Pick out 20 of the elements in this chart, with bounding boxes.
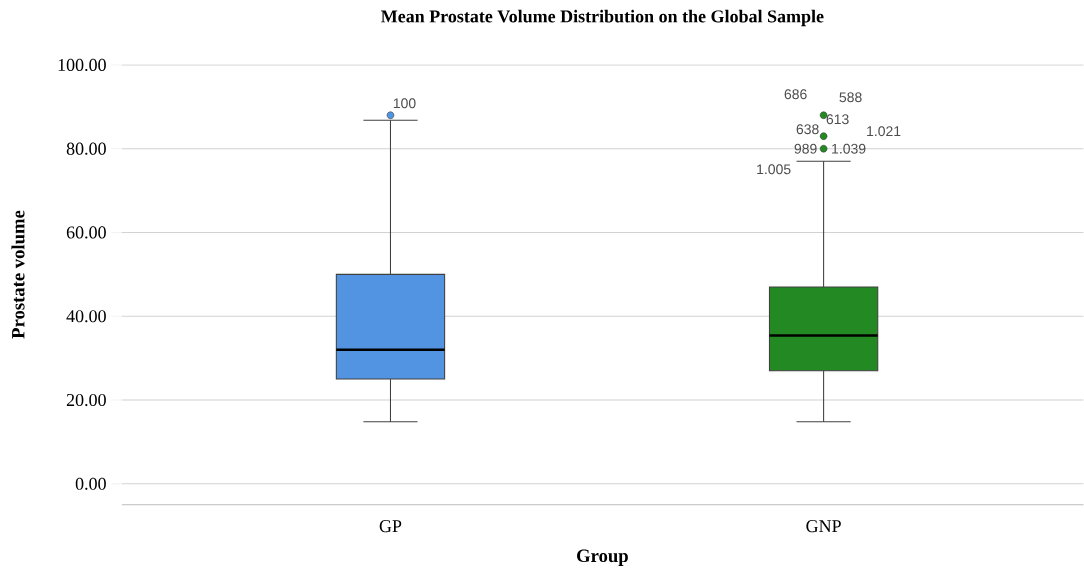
annotation: 613 xyxy=(826,114,849,125)
y-tick-label: 0.00 xyxy=(75,477,106,490)
y-tick-label: 20.00 xyxy=(66,393,106,407)
y-tick-label: 60.00 xyxy=(66,226,106,239)
y-tick-label: 40.00 xyxy=(66,310,106,323)
y-axis-title: Prostate volume xyxy=(11,210,25,339)
annotation: 1.005 xyxy=(757,164,791,175)
annotation: 638 xyxy=(796,124,819,135)
x-tick-label: GNP xyxy=(806,520,841,533)
annotation: 1.021 xyxy=(867,126,901,137)
chart-title: Mean Prostate Volume Distribution on the Global Sample xyxy=(381,9,824,27)
annotation: 1.039 xyxy=(832,143,866,154)
x-axis-title: Group xyxy=(577,549,628,566)
y-tick-label: 80.00 xyxy=(66,142,106,155)
annotation: 989 xyxy=(794,143,817,154)
annotation: 100 xyxy=(393,98,416,109)
x-tick-label: GP xyxy=(379,520,402,533)
annotation: 686 xyxy=(784,89,807,100)
y-tick-label: 100.00 xyxy=(58,58,106,72)
annotation: 588 xyxy=(839,92,862,103)
